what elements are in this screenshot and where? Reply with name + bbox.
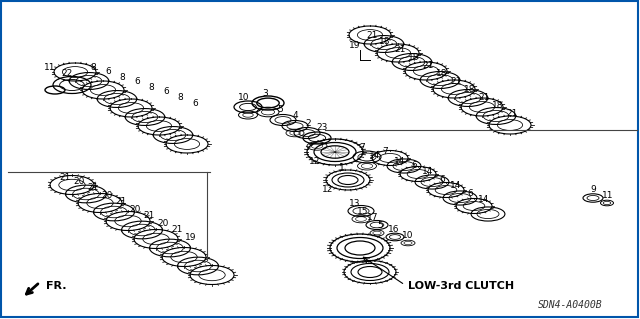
Text: 20: 20 [74,177,84,187]
Text: 18: 18 [436,69,448,78]
Text: 18: 18 [380,38,391,47]
Text: 21: 21 [366,32,378,41]
Text: 20: 20 [129,204,141,213]
Text: 6: 6 [163,87,169,97]
Text: 18: 18 [408,54,420,63]
Text: 23: 23 [316,123,328,132]
Text: 1: 1 [339,164,345,173]
Text: 6: 6 [105,68,111,77]
Text: 14: 14 [422,167,434,176]
Text: 4: 4 [292,112,298,121]
Text: 9: 9 [590,186,596,195]
Text: 14: 14 [478,196,490,204]
Text: LOW-3rd CLUTCH: LOW-3rd CLUTCH [408,281,514,291]
Text: 11: 11 [602,190,614,199]
Text: 2: 2 [305,120,311,129]
Text: 21: 21 [451,77,461,85]
Text: 6: 6 [439,174,445,183]
Text: 6: 6 [467,189,473,197]
Text: 10: 10 [403,231,413,240]
Text: 5: 5 [377,221,383,231]
Text: 21: 21 [143,211,155,220]
Text: 20: 20 [157,219,169,227]
Text: 21: 21 [115,197,127,206]
Text: FR.: FR. [46,281,67,291]
Text: 17: 17 [367,213,379,222]
Text: 15: 15 [357,207,369,217]
Text: 16: 16 [388,225,400,234]
Text: SDN4-A0400B: SDN4-A0400B [538,300,602,310]
Text: 12: 12 [323,186,333,195]
Text: 3: 3 [262,90,268,99]
Text: 7: 7 [359,143,365,152]
Text: 19: 19 [349,41,361,49]
Text: 18: 18 [492,100,504,109]
Text: 21: 21 [60,174,70,182]
Text: 13: 13 [349,198,361,207]
Text: 5: 5 [277,106,283,115]
Text: 21: 21 [422,61,434,70]
Text: 8: 8 [177,93,183,102]
Text: 8: 8 [90,63,96,72]
Text: 14: 14 [369,151,381,160]
Text: 21: 21 [394,46,406,55]
Text: 14: 14 [394,158,406,167]
Text: 21: 21 [172,226,182,234]
Text: 8: 8 [119,73,125,83]
Text: 12: 12 [309,158,321,167]
Text: 6: 6 [134,78,140,86]
Text: 19: 19 [185,233,196,241]
Text: 21: 21 [506,108,518,117]
Text: 11: 11 [44,63,56,72]
Text: 18: 18 [464,85,476,93]
Text: 22: 22 [61,69,72,78]
Text: 21: 21 [87,183,99,192]
Text: 8: 8 [148,84,154,93]
Text: 20: 20 [101,190,113,199]
Text: 14: 14 [451,182,461,190]
Text: 10: 10 [238,93,250,102]
Text: 21: 21 [478,93,490,101]
Text: 7: 7 [382,147,388,157]
Text: 6: 6 [411,160,417,169]
Text: 6: 6 [192,99,198,108]
